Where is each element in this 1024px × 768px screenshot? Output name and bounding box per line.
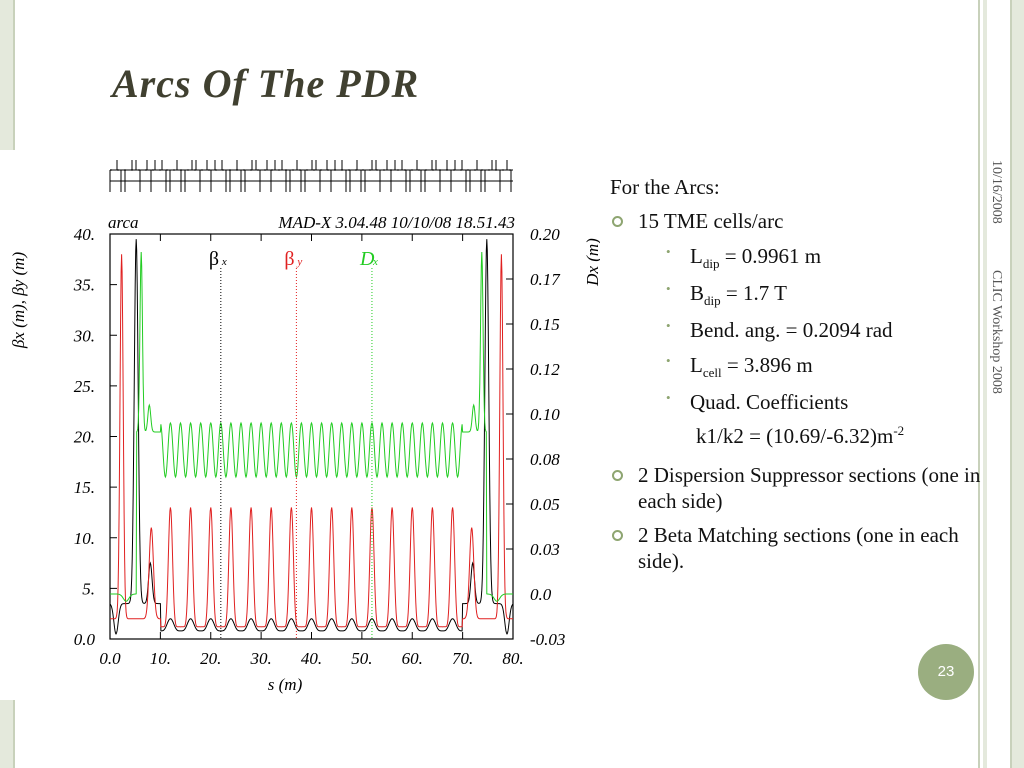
legend-subscript: x <box>372 256 378 268</box>
legend-label: β <box>284 248 294 270</box>
page-number-badge: 23 <box>918 644 974 700</box>
bullet-bdip: Bdip = 1.7 T <box>610 280 990 309</box>
x-tick-label: 40. <box>301 649 322 668</box>
bullet-bend-angle: Bend. ang. = 0.2094 rad <box>610 317 990 343</box>
y-right-tick-label: 0.03 <box>530 540 560 559</box>
y-right-tick-label: 0.20 <box>530 225 560 244</box>
y-left-tick-label: 20. <box>74 428 95 447</box>
bdip-subscript: dip <box>704 293 721 309</box>
bdip-letter: B <box>690 280 705 305</box>
y-left-axis-label: βx (m), βy (m) <box>9 252 28 350</box>
y-right-tick-label: 0.15 <box>530 315 560 334</box>
x-axis-label: s (m) <box>268 675 303 694</box>
bullet-quad: Quad. Coefficients <box>610 389 990 415</box>
y-right-tick-label: 0.12 <box>530 360 560 379</box>
y-right-tick-label: 0.08 <box>530 450 560 469</box>
y-right-tick-label: 0.05 <box>530 495 560 514</box>
y-right-tick-label: 0.0 <box>530 585 552 604</box>
right-stripe-1 <box>978 0 980 768</box>
y-right-tick-label: -0.03 <box>530 630 565 649</box>
y-left-tick-label: 40. <box>74 225 95 244</box>
legend: β x β y Dx <box>209 248 378 639</box>
legend-label: D <box>359 248 375 270</box>
y-left-tick-label: 25. <box>74 377 95 396</box>
y-right-tick-label: 0.17 <box>530 270 561 289</box>
ldip-value: = 0.9961 m <box>719 243 822 268</box>
bullet-tme-cells: 15 TME cells/arc <box>610 208 990 234</box>
x-tick-label: 50. <box>351 649 372 668</box>
legend-subscript: y <box>296 256 302 268</box>
chart-header-right: MAD-X 3.04.48 10/10/08 18.51.43 <box>277 213 515 232</box>
y-right-axis-ticks: -0.03 0.0 0.03 0.05 0.08 0.10 0.12 0.15 0.17 0.20 <box>506 225 565 649</box>
bullet-lcell: Lcell = 3.896 m <box>610 352 990 381</box>
y-left-tick-label: 30. <box>73 326 95 345</box>
slide-title: Arcs Of The PDR <box>112 61 420 106</box>
x-tick-label: 80. <box>502 649 523 668</box>
left-stripe-bottom <box>0 700 15 768</box>
plot-frame <box>109 233 514 640</box>
x-tick-label: 30. <box>250 649 272 668</box>
legend-subscript: x <box>221 256 227 268</box>
y-left-tick-label: 5. <box>82 579 95 598</box>
slide-date: 10/16/2008 <box>989 160 1004 224</box>
bullet-dispersion-suppressor: 2 Dispersion Suppressor sections (one in… <box>610 462 990 515</box>
lcell-subscript: cell <box>702 364 722 380</box>
y-left-tick-label: 35. <box>73 276 95 295</box>
bdip-value: = 1.7 T <box>720 280 787 305</box>
y-left-tick-label: 15. <box>74 478 95 497</box>
x-tick-label: 70. <box>452 649 473 668</box>
y-left-tick-label: 10. <box>74 529 95 548</box>
x-axis-ticks: 0.0 10. 20. 30. 40. 50. 60. 70. 80. <box>99 234 524 668</box>
lcell-letter: L <box>690 352 703 377</box>
lattice-chart: arca MAD-X 3.04.48 10/10/08 18.51.43 0.0… <box>9 160 600 694</box>
y-left-tick-label: 0.0 <box>74 630 96 649</box>
ldip-subscript: dip <box>702 255 720 271</box>
slide-content: For the Arcs: 15 TME cells/arc Ldip = 0.… <box>610 168 990 583</box>
k-text: k1/k2 = (10.69/-6.32)m <box>696 424 894 449</box>
bullet-beta-matching: 2 Beta Matching sections (one in each si… <box>610 522 990 575</box>
x-tick-label: 10. <box>150 649 171 668</box>
series-line-beta-x <box>109 239 514 635</box>
magnet-lattice-strip <box>109 160 513 192</box>
lcell-value: = 3.896 m <box>721 352 813 377</box>
left-stripe-top <box>0 0 15 150</box>
x-tick-label: 20. <box>200 649 221 668</box>
series-line-beta-y <box>110 254 513 628</box>
right-stripe-2 <box>983 0 987 768</box>
slide-footer: CLIC Workshop 2008 <box>989 270 1004 394</box>
y-right-tick-label: 0.10 <box>530 405 560 424</box>
ldip-letter: L <box>690 243 703 268</box>
y-left-axis-ticks: 0.0 5. 10. 15. 20. 25. 30. 35. 40. <box>73 225 117 649</box>
x-tick-label: 0.0 <box>99 649 121 668</box>
k-superscript: -2 <box>893 423 905 439</box>
series-line-disp-x <box>110 251 513 602</box>
right-stripe-3 <box>1010 0 1024 768</box>
k-coefficients: k1/k2 = (10.69/-6.32)m-2 <box>610 423 990 449</box>
x-tick-label: 60. <box>402 649 423 668</box>
y-right-axis-label: Dx (m) <box>583 238 600 287</box>
series-lines <box>109 239 514 635</box>
chart-header-left: arca <box>108 213 139 232</box>
bullet-ldip: Ldip = 0.9961 m <box>610 243 990 272</box>
content-intro: For the Arcs: <box>610 175 720 199</box>
legend-label: β <box>209 248 219 270</box>
